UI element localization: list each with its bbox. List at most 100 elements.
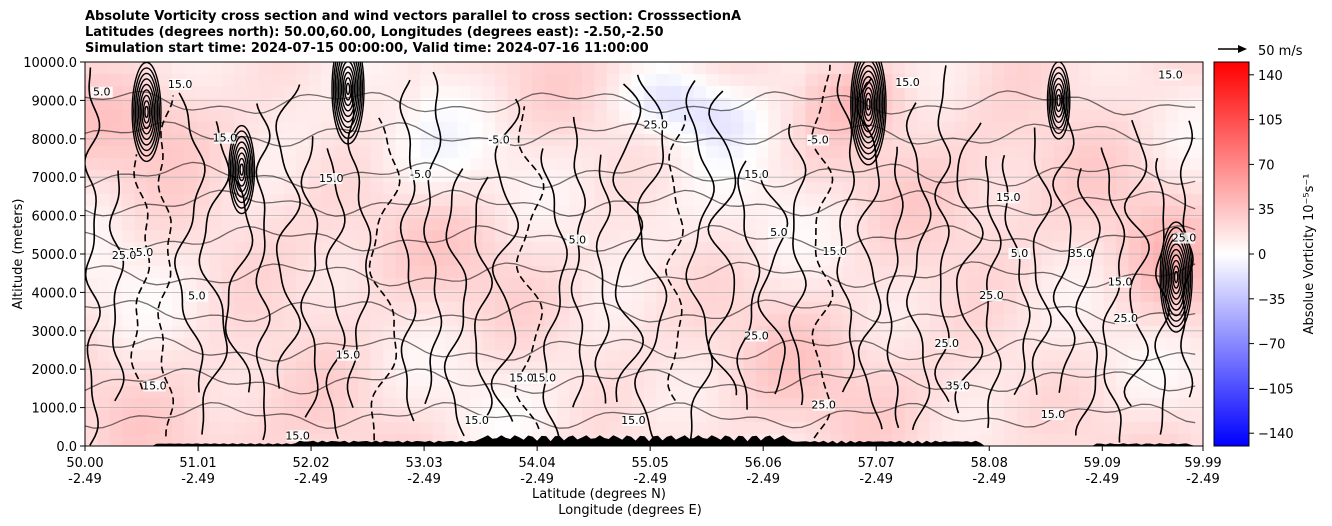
x-tick-label-lon: -2.49 [1186, 472, 1220, 487]
field-cell [122, 422, 136, 435]
contour-label: 15.0 [1108, 276, 1133, 289]
field-cell [296, 74, 310, 87]
field-cell [122, 62, 136, 75]
field-cell [358, 194, 372, 207]
field-cell [780, 98, 794, 111]
field-cell [321, 350, 335, 363]
field-cell [706, 158, 720, 171]
field-cell [85, 290, 99, 303]
field-cell [1103, 410, 1117, 423]
field-cell [681, 74, 695, 87]
field-cell [532, 146, 546, 159]
field-cell [432, 206, 446, 219]
field-cell [519, 206, 533, 219]
field-cell [805, 302, 819, 315]
contour-line [1169, 254, 1184, 300]
field-cell [942, 302, 956, 315]
field-cell [134, 74, 148, 87]
field-cell [407, 362, 421, 375]
y-axis-label: Altitude (meters) [11, 199, 26, 310]
field-cell [85, 194, 99, 207]
field-cell [1178, 182, 1192, 195]
field-cell [271, 242, 285, 255]
field-cell [979, 242, 993, 255]
field-cell [407, 98, 421, 111]
field-cell [457, 110, 471, 123]
field-cell [917, 158, 931, 171]
field-cell [805, 110, 819, 123]
field-cell [855, 170, 869, 183]
field-cell [147, 158, 161, 171]
field-cell [793, 122, 807, 135]
field-cell [718, 62, 732, 75]
field-cell [569, 158, 583, 171]
field-cell [557, 218, 571, 231]
contour-line [142, 100, 151, 124]
field-cell [606, 230, 620, 243]
field-cell [445, 386, 459, 399]
field-cell [581, 62, 595, 75]
field-cell [395, 266, 409, 279]
field-cell [283, 314, 297, 327]
field-cell [1165, 242, 1179, 255]
field-cell [780, 110, 794, 123]
field-cell [532, 86, 546, 99]
field-cell [1153, 158, 1167, 171]
field-cell [97, 326, 111, 339]
field-cell [1029, 98, 1043, 111]
contour-line [239, 163, 244, 176]
contour-line [1100, 147, 1126, 443]
field-cell [817, 278, 831, 291]
field-cell [308, 410, 322, 423]
field-cell [246, 338, 260, 351]
field-cell [569, 62, 583, 75]
field-cell [656, 86, 670, 99]
colorbar-tick-label: −35 [1258, 293, 1285, 308]
x-axis: 50.00-2.4951.01-2.4952.02-2.4953.03-2.49… [66, 446, 1222, 487]
contour-line [1075, 168, 1101, 436]
field-cell [1103, 218, 1117, 231]
contour-label: 15.0 [996, 191, 1021, 204]
field-cell [457, 254, 471, 267]
field-cell [1091, 218, 1105, 231]
field-cell [271, 158, 285, 171]
field-cell [979, 86, 993, 99]
field-cell [1165, 98, 1179, 111]
field-cell [979, 182, 993, 195]
field-cell [979, 374, 993, 387]
field-cell [1041, 290, 1055, 303]
contour-label: 25.0 [644, 118, 669, 131]
field-cell [904, 170, 918, 183]
field-cell [1165, 86, 1179, 99]
field-cell [693, 386, 707, 399]
x-tick-label-lat: 57.07 [858, 456, 895, 471]
field-cell [594, 134, 608, 147]
contour-label: 5.0 [1011, 247, 1029, 260]
field-cell [221, 230, 235, 243]
field-cell [221, 410, 235, 423]
field-cell [706, 374, 720, 387]
field-cell [693, 326, 707, 339]
field-cell [1029, 362, 1043, 375]
field-cell [718, 254, 732, 267]
field-cell [482, 146, 496, 159]
field-cell [1153, 122, 1167, 135]
field-cell [557, 62, 571, 75]
field-cell [1091, 302, 1105, 315]
field-cell [196, 242, 210, 255]
field-cell [246, 326, 260, 339]
field-cell [1078, 134, 1092, 147]
field-cell [581, 134, 595, 147]
field-cell [1165, 386, 1179, 399]
field-cell [209, 230, 223, 243]
field-cell [979, 266, 993, 279]
field-cell [954, 326, 968, 339]
field-cell [606, 146, 620, 159]
field-cell [929, 254, 943, 267]
field-cell [892, 134, 906, 147]
field-cell [668, 326, 682, 339]
field-cell [681, 290, 695, 303]
field-cell [370, 98, 384, 111]
field-cell [867, 350, 881, 363]
field-cell [1165, 434, 1179, 446]
